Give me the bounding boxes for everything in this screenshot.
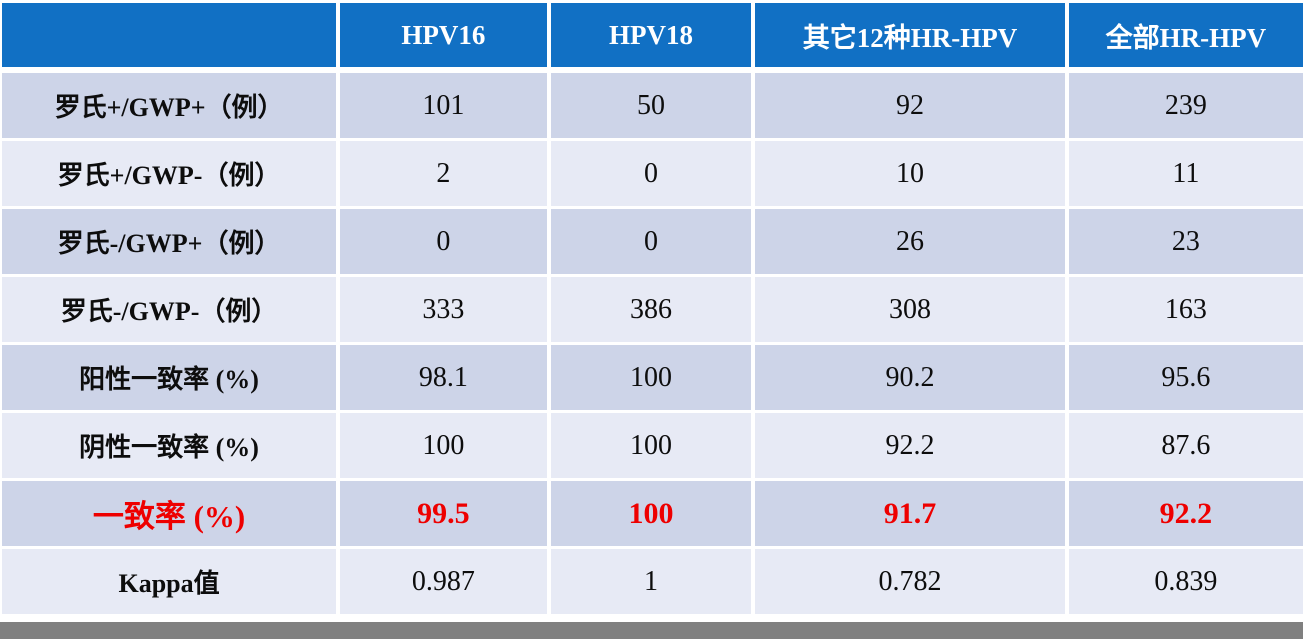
table-row: 罗氏+/GWP-（例） 2 0 10 11 [2, 141, 1303, 206]
row-label: 阴性一致率 (%) [2, 413, 337, 478]
column-header-all-hr-hpv: 全部HR-HPV [1068, 3, 1303, 67]
table-cell: 100 [550, 413, 752, 478]
table-cell: 98.1 [340, 345, 547, 410]
table-row: 阴性一致率 (%) 100 100 92.2 87.6 [2, 413, 1303, 478]
table-row-highlight: 一致率 (%) 99.5 100 91.7 92.2 [2, 481, 1303, 546]
table-cell: 23 [1068, 209, 1303, 274]
table-cell: 95.6 [1068, 345, 1303, 410]
table-cell: 239 [1068, 73, 1303, 138]
comparison-table: HPV16 HPV18 其它12种HR-HPV 全部HR-HPV 罗氏+/GWP… [2, 3, 1303, 617]
table-row: 阳性一致率 (%) 98.1 100 90.2 95.6 [2, 345, 1303, 410]
table-cell: 91.7 [755, 481, 1065, 546]
table-cell: 99.5 [340, 481, 547, 546]
table-cell: 50 [550, 73, 752, 138]
table-cell: 92.2 [1068, 481, 1303, 546]
row-label: 罗氏-/GWP-（例） [2, 277, 337, 342]
table-cell: 101 [340, 73, 547, 138]
row-label: 罗氏+/GWP+（例） [2, 73, 337, 138]
table-cell: 333 [340, 277, 547, 342]
table-cell: 1 [550, 549, 752, 614]
table-cell: 0.987 [340, 549, 547, 614]
table-cell: 0.782 [755, 549, 1065, 614]
table-cell: 100 [550, 481, 752, 546]
row-label: 阳性一致率 (%) [2, 345, 337, 410]
table-cell: 92 [755, 73, 1065, 138]
table-cell: 26 [755, 209, 1065, 274]
row-label: Kappa值 [2, 549, 337, 614]
table-cell: 0 [550, 209, 752, 274]
column-header-blank [2, 3, 337, 67]
table-row: 罗氏+/GWP+（例） 101 50 92 239 [2, 73, 1303, 138]
table-cell: 308 [755, 277, 1065, 342]
table-cell: 100 [550, 345, 752, 410]
table-row: Kappa值 0.987 1 0.782 0.839 [2, 549, 1303, 614]
row-label: 罗氏+/GWP-（例） [2, 141, 337, 206]
column-header-other12-hr-hpv: 其它12种HR-HPV [755, 3, 1065, 67]
table-cell: 386 [550, 277, 752, 342]
table-cell: 11 [1068, 141, 1303, 206]
table-cell: 87.6 [1068, 413, 1303, 478]
table-cell: 10 [755, 141, 1065, 206]
table-cell: 0 [550, 141, 752, 206]
table-cell: 100 [340, 413, 547, 478]
bottom-gray-bar [0, 622, 1303, 639]
table-cell: 92.2 [755, 413, 1065, 478]
column-header-hpv16: HPV16 [340, 3, 547, 67]
table-row: 罗氏-/GWP-（例） 333 386 308 163 [2, 277, 1303, 342]
row-label: 一致率 (%) [2, 481, 337, 546]
table-cell: 0 [340, 209, 547, 274]
table-cell: 0.839 [1068, 549, 1303, 614]
header-row: HPV16 HPV18 其它12种HR-HPV 全部HR-HPV [2, 3, 1303, 67]
row-label: 罗氏-/GWP+（例） [2, 209, 337, 274]
table-cell: 90.2 [755, 345, 1065, 410]
column-header-hpv18: HPV18 [550, 3, 752, 67]
table-cell: 2 [340, 141, 547, 206]
table-row: 罗氏-/GWP+（例） 0 0 26 23 [2, 209, 1303, 274]
table-cell: 163 [1068, 277, 1303, 342]
